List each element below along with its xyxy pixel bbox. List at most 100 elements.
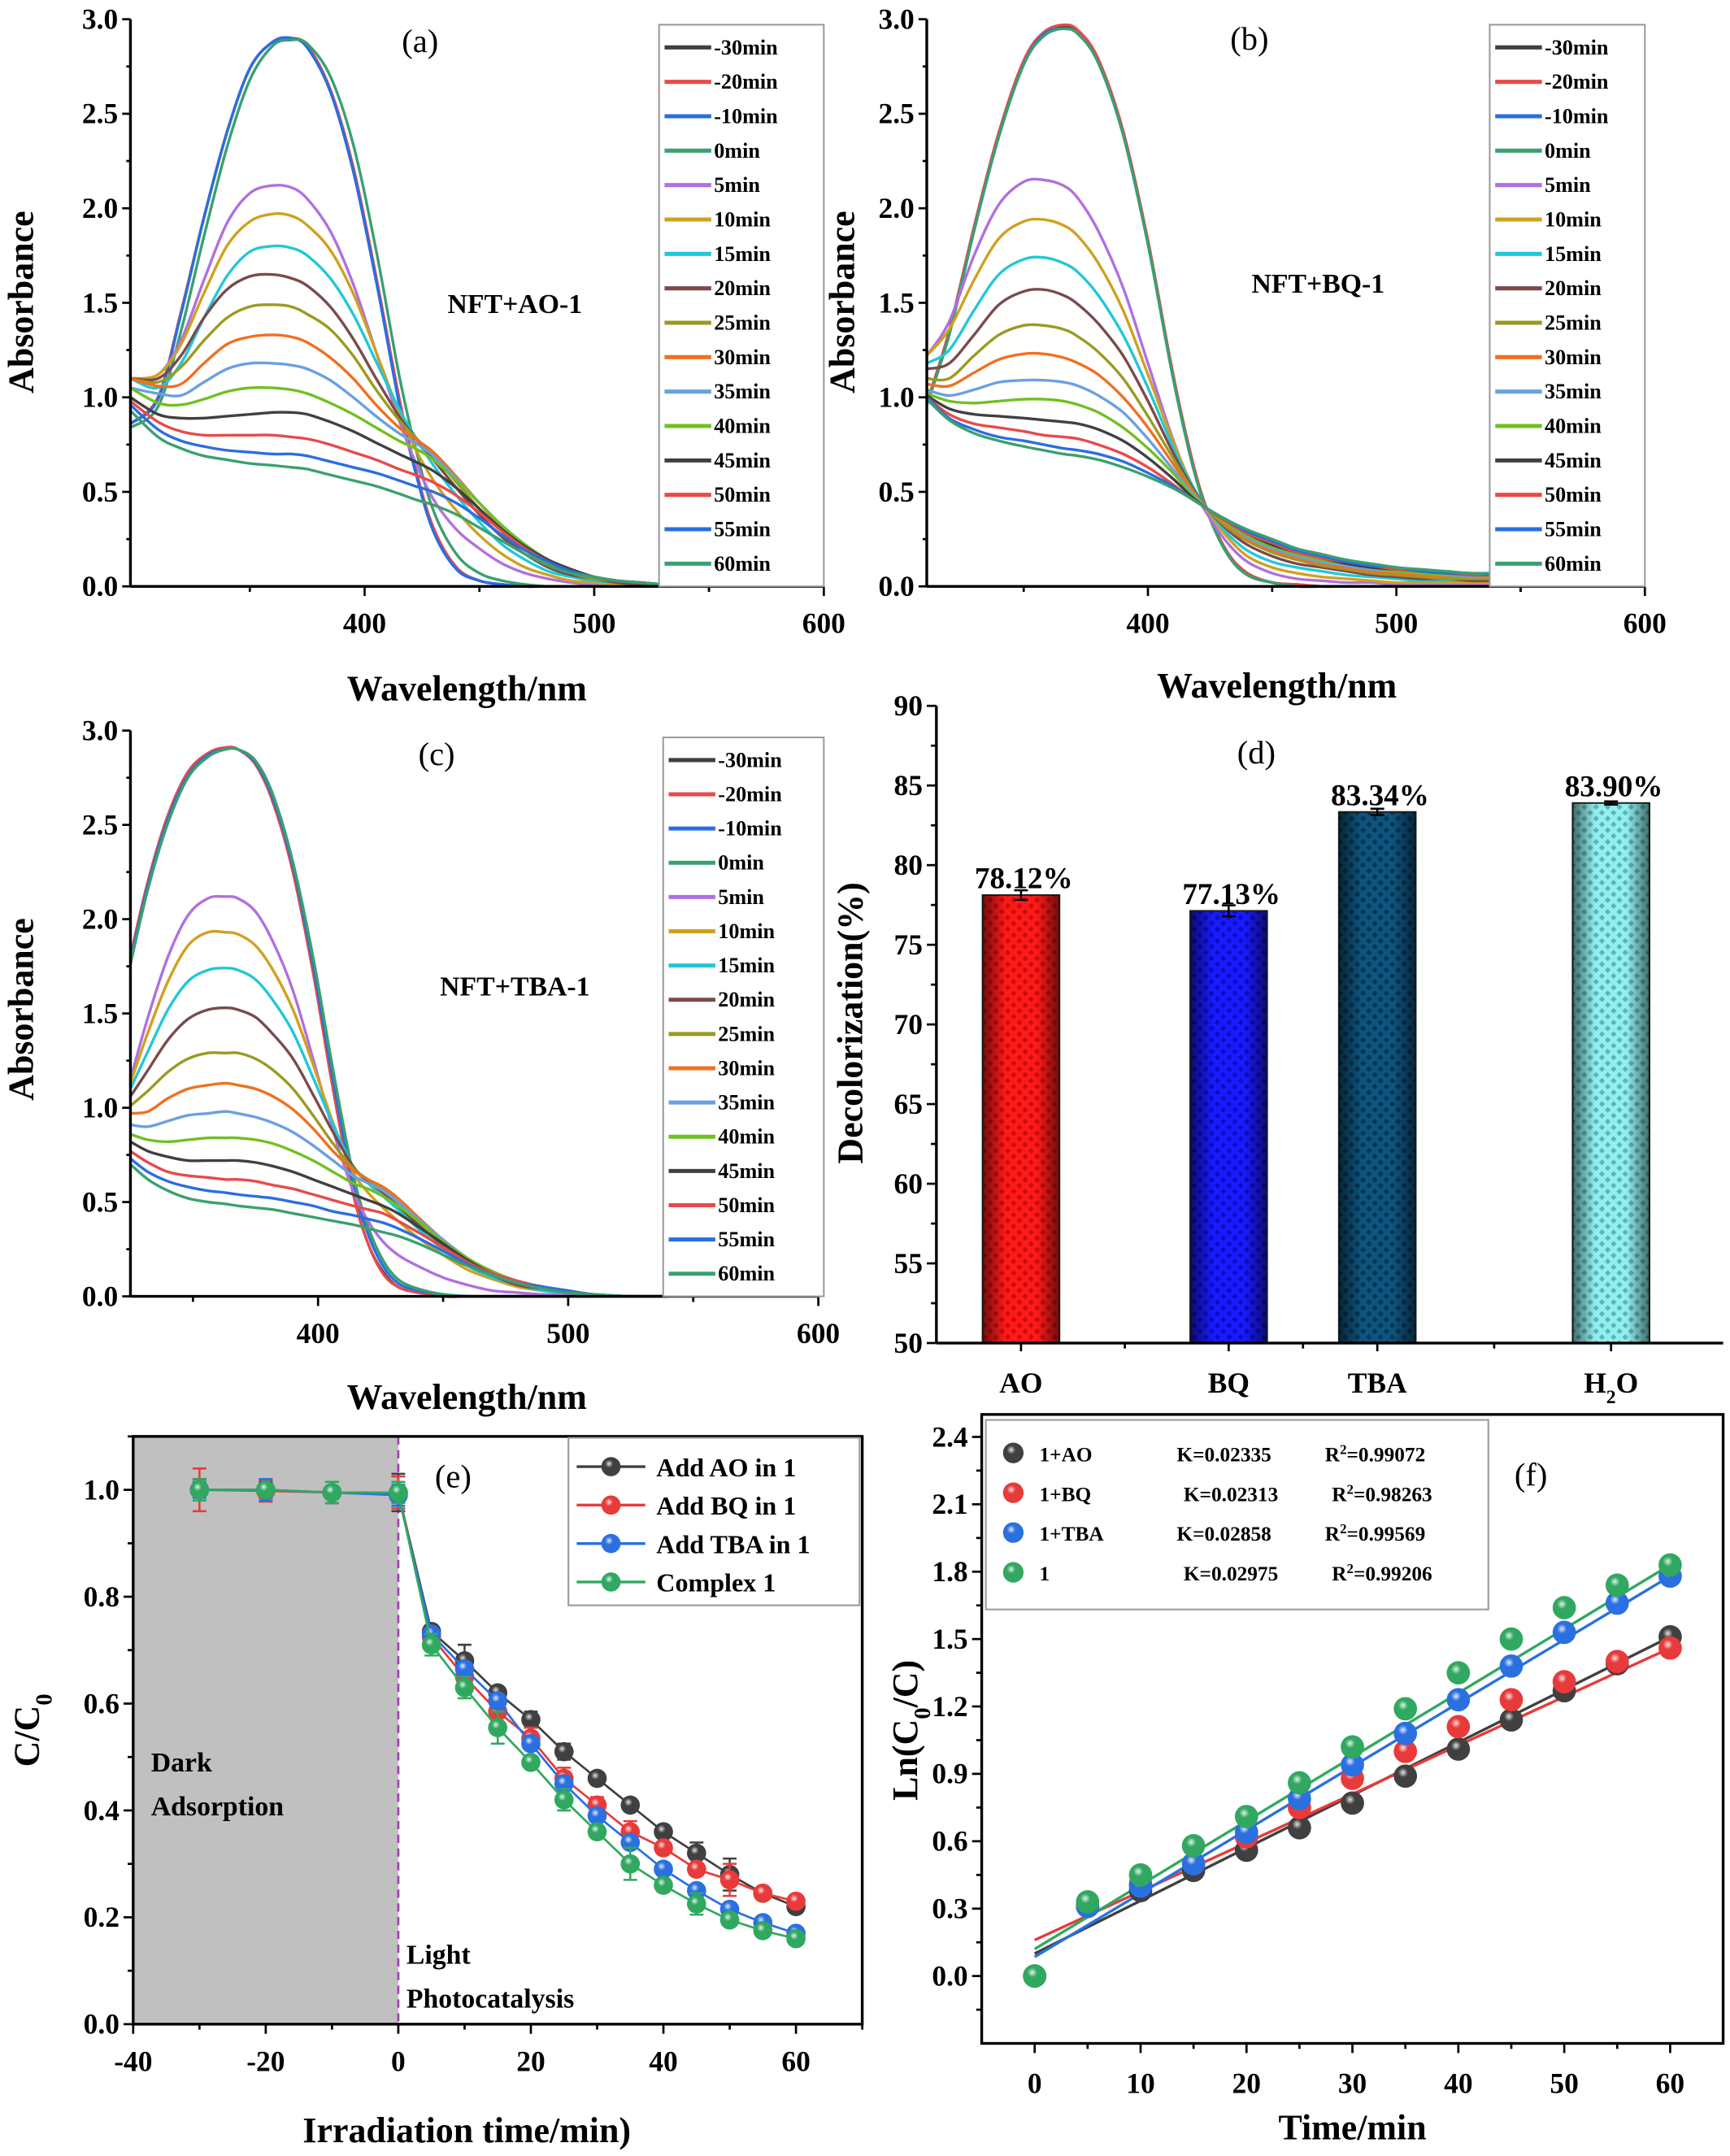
legend-label: 60min (1545, 552, 1602, 576)
spectrum-line-55min (129, 1157, 668, 1298)
panel-label: (e) (435, 1458, 472, 1494)
y-tick-label: 1.5 (82, 997, 118, 1029)
x-tick-label: 60 (781, 2045, 810, 2077)
x-tick-label: 400 (1126, 607, 1169, 640)
y-tick-label: 3.0 (878, 2, 914, 35)
x-tick-label: -20 (246, 2045, 285, 2077)
data-point-shine (1076, 1890, 1100, 1914)
data-point-shine (554, 1789, 574, 1810)
series-line (199, 1489, 797, 1935)
legend-box (658, 24, 825, 588)
y-tick-label: 0.0 (84, 2008, 120, 2041)
y-axis-title: Absorbance (2, 918, 41, 1100)
legend-swatch-shine (601, 1533, 621, 1554)
legend-k-value: K=0.02335 (1176, 1443, 1271, 1466)
data-point-shine (1393, 1764, 1418, 1789)
y-tick-label: 75 (893, 928, 922, 961)
legend-label: 35min (714, 380, 771, 403)
spectrum-line-15min (129, 244, 682, 588)
legend-label: 30min (1545, 346, 1602, 369)
data-point-shine (654, 1838, 673, 1858)
data-point-shine (1605, 1591, 1629, 1615)
r2-prefix: R (1325, 1523, 1341, 1545)
spectrum-line-35min (926, 378, 1496, 579)
data-point-shine (587, 1806, 607, 1826)
data-point-shine (488, 1691, 508, 1711)
spectrum-line-30min (129, 333, 682, 588)
x-axis-title: Wavelength/nm (1157, 667, 1397, 706)
spectrum-line-25min (129, 1051, 668, 1298)
legend-marker-shine (1002, 1482, 1024, 1503)
legend-label: 25min (1545, 311, 1602, 334)
x-axis-title: Wavelength/nm (347, 669, 587, 708)
y-tick-label: 65 (893, 1088, 922, 1120)
data-point-shine (1499, 1627, 1524, 1651)
legend-k-value: K=0.02975 (1184, 1563, 1278, 1585)
data-point-shine (719, 1910, 740, 1930)
light-label-line: Light (406, 1941, 472, 1971)
legend-k-value: K=0.02313 (1184, 1483, 1278, 1506)
data-point-shine (1341, 1791, 1364, 1815)
data-point-shine (1658, 1553, 1682, 1577)
y-tick-label: 0.2 (84, 1901, 120, 1933)
legend-label: -10min (1545, 104, 1609, 128)
spectrum-line-60min (129, 1163, 668, 1298)
panel-d-bar-chart: 78.12% AO 77.13% BQ 83.34% TBA 83.90% H2O 50 55 60… (832, 689, 1723, 1408)
legend-label: 5min (714, 173, 760, 197)
data-point-shine (786, 1891, 806, 1911)
legend-label: 55min (1545, 517, 1602, 541)
r2-superscript: 2 (1347, 1481, 1354, 1497)
bar-value-label: 77.13% (1182, 878, 1280, 911)
y-tick-label: 0.0 (932, 1959, 967, 1992)
spectrum-line-25min (130, 303, 682, 588)
sample-annotation: NFT+BQ-1 (1251, 269, 1384, 299)
x-tick-label: 30 (1338, 2067, 1367, 2099)
data-point-shine (1552, 1596, 1576, 1619)
plot-frame (980, 1413, 1725, 2045)
legend-box (985, 1419, 1489, 1610)
x-tick-label: 10 (1126, 2067, 1154, 2099)
data-point-shine (1341, 1753, 1364, 1777)
y-tick-label: 0.0 (82, 1280, 118, 1312)
y-tick-label: 1.0 (878, 381, 914, 414)
spectrum-line-30min (926, 351, 1496, 580)
panel-label: (d) (1237, 734, 1276, 771)
spectrum-line-0min (129, 37, 682, 589)
y-tick-label: 0.5 (878, 476, 914, 508)
x-tick-label: H2O (1584, 1367, 1638, 1408)
legend-label: 35min (718, 1091, 775, 1115)
x-tick-label: -40 (114, 2045, 152, 2077)
legend-label: 5min (718, 885, 764, 909)
y-tick-label: 60 (893, 1167, 922, 1200)
legend-swatch-shine (601, 1495, 621, 1515)
panel-c-spectra: 0.0 0.5 1.0 1.5 2.0 2.5 3.0 400 500 600 -30min -20m… (2, 714, 841, 1417)
data-point-shine (521, 1752, 541, 1772)
x-tick-label: 500 (546, 1317, 589, 1350)
legend-label: 30min (718, 1056, 775, 1080)
spectrum-line--10min (129, 36, 682, 589)
data-point-shine (1393, 1721, 1418, 1745)
bar-shading (1572, 802, 1650, 1344)
data-point-shine (554, 1741, 574, 1762)
data-point-shine (1605, 1573, 1629, 1597)
spectrum-line--30min (129, 36, 682, 589)
y-axis-title-part: C/C (7, 1706, 46, 1767)
spectrum-line-15min (128, 967, 668, 1298)
legend-label: 25min (714, 311, 771, 334)
data-point-shine (454, 1658, 475, 1679)
y-tick-label: 2.4 (932, 1420, 968, 1453)
spectrum-line--10min (925, 27, 1496, 589)
spectrum-line-60min (925, 398, 1496, 575)
y-tick-label: 0.5 (82, 476, 118, 508)
y-tick-label: 0.4 (84, 1794, 120, 1827)
y-tick-label: 0.6 (84, 1687, 120, 1719)
legend-r2-value: R2=0.99072 (1325, 1441, 1425, 1467)
bar-value-label: 83.90% (1565, 770, 1663, 803)
data-point-shine (620, 1854, 641, 1874)
y-tick-label: 0.8 (84, 1580, 120, 1613)
data-point-shine (1605, 1650, 1629, 1674)
data-point-shine (1446, 1715, 1471, 1739)
x-tick-label: 600 (1624, 607, 1667, 640)
